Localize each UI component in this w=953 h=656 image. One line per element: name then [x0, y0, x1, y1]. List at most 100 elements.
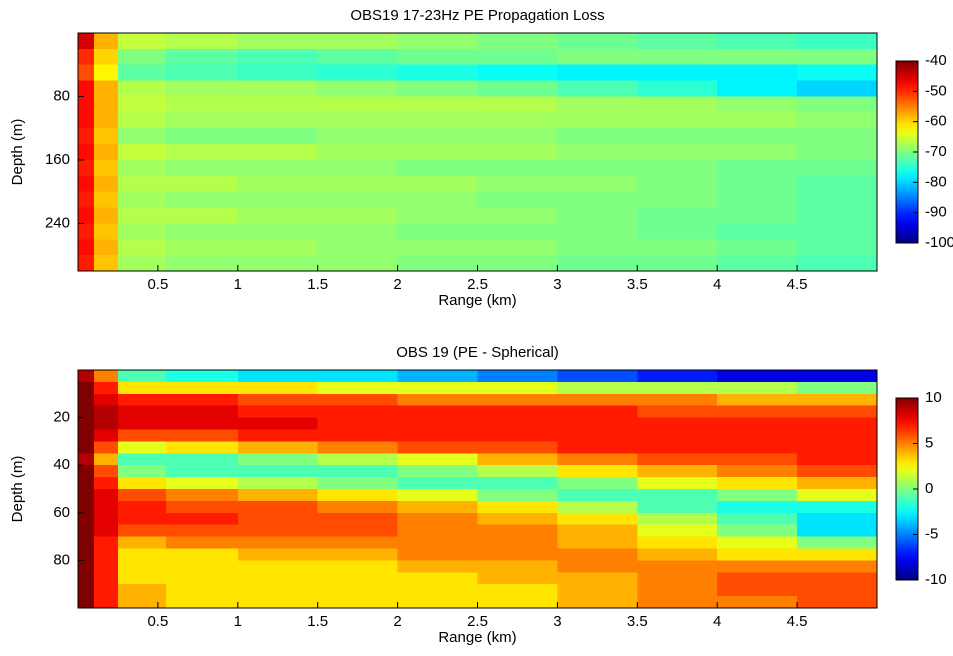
heat-cell: [397, 584, 478, 597]
heat-cell: [797, 500, 878, 514]
heat-cell: [237, 33, 319, 50]
colorbar-tick-label: 0: [925, 480, 933, 497]
x-tick-label: 3.5: [627, 276, 648, 293]
heat-cell: [717, 572, 798, 585]
heat-cell: [477, 175, 558, 193]
heat-cell: [477, 239, 558, 256]
heat-cell: [117, 255, 167, 272]
heat-cell: [477, 465, 558, 478]
y-axis-label: Depth (m): [9, 456, 26, 523]
heat-cell: [637, 223, 718, 240]
heat-cell: [165, 584, 239, 597]
heat-cell: [317, 477, 399, 490]
heat-cell: [237, 80, 319, 97]
heat-cell: [557, 80, 638, 97]
heat-cell: [797, 512, 878, 526]
heat-cell: [397, 441, 478, 454]
heat-cell: [93, 524, 119, 538]
heat-cell: [78, 584, 95, 597]
heat-cell: [117, 536, 167, 549]
heat-cell: [78, 64, 95, 82]
heat-cell: [397, 572, 478, 585]
heat-cell: [797, 80, 878, 97]
heat-cell: [477, 560, 558, 573]
heat-cell: [717, 207, 798, 224]
heat-cell: [557, 159, 638, 177]
x-tick-label: 4: [713, 276, 721, 293]
heat-cell: [477, 48, 558, 66]
heat-cell: [477, 512, 558, 526]
heat-cell: [78, 255, 95, 272]
heat-cell: [717, 175, 798, 193]
heat-cell: [637, 33, 718, 50]
heat-cell: [637, 512, 718, 526]
heat-cell: [93, 175, 119, 193]
heat-cell: [557, 489, 638, 502]
heat-cell: [317, 560, 399, 573]
heat-cell: [397, 536, 478, 549]
heat-cell: [477, 80, 558, 97]
heat-cell: [317, 441, 399, 454]
heat-cell: [93, 191, 119, 209]
heat-cell: [165, 429, 239, 442]
heat-cell: [557, 370, 638, 383]
heat-cell: [637, 572, 718, 585]
heat-cell: [637, 477, 718, 490]
heat-cell: [165, 489, 239, 502]
heat-cell: [93, 405, 119, 419]
heat-cell: [117, 64, 167, 82]
heat-cell: [165, 96, 239, 113]
heat-cell: [78, 33, 95, 50]
colorbar-tick-label: -40: [925, 52, 947, 69]
heat-cell: [93, 500, 119, 514]
heat-cell: [237, 417, 319, 430]
colorbar-tick-label: -100: [925, 234, 953, 251]
x-tick-label: 1.5: [307, 613, 328, 630]
heat-cell: [237, 96, 319, 113]
heat-cell: [117, 112, 167, 129]
heat-cell: [557, 560, 638, 573]
heat-cell: [117, 239, 167, 256]
heat-cell: [237, 191, 319, 209]
heat-cell: [165, 596, 239, 609]
heat-cell: [317, 405, 399, 419]
heat-cell: [117, 465, 167, 478]
heat-cell: [477, 584, 558, 597]
heat-cell: [397, 477, 478, 490]
heat-cell: [165, 159, 239, 177]
heat-cell: [717, 33, 798, 50]
heat-cell: [93, 512, 119, 526]
heat-cell: [93, 128, 119, 145]
heat-cell: [717, 429, 798, 442]
heat-cell: [637, 584, 718, 597]
colorbar-tick-label: -10: [925, 571, 947, 588]
heat-cell: [117, 429, 167, 442]
heat-cell: [397, 207, 478, 224]
heat-cell: [117, 572, 167, 585]
x-tick-label: 4.5: [787, 613, 808, 630]
y-tick-label: 40: [53, 456, 70, 473]
heat-cell: [317, 191, 399, 209]
heat-cell: [317, 64, 399, 82]
heat-cell: [93, 239, 119, 256]
heat-cell: [717, 453, 798, 466]
heat-cell: [117, 191, 167, 209]
heat-cell: [237, 223, 319, 240]
heat-cell: [717, 255, 798, 272]
heat-cell: [797, 560, 878, 573]
heat-cell: [477, 64, 558, 82]
heat-cell: [117, 548, 167, 561]
heat-cell: [477, 405, 558, 419]
heat-cell: [637, 500, 718, 514]
colorbar-tick-label: 5: [925, 434, 933, 451]
heat-cell: [93, 417, 119, 430]
heat-cell: [557, 477, 638, 490]
heat-cell: [397, 560, 478, 573]
heat-cell: [557, 48, 638, 66]
heat-cell: [165, 512, 239, 526]
x-tick-label: 2.5: [467, 276, 488, 293]
heat-cell: [317, 239, 399, 256]
heat-cell: [797, 453, 878, 466]
heat-cell: [477, 524, 558, 538]
